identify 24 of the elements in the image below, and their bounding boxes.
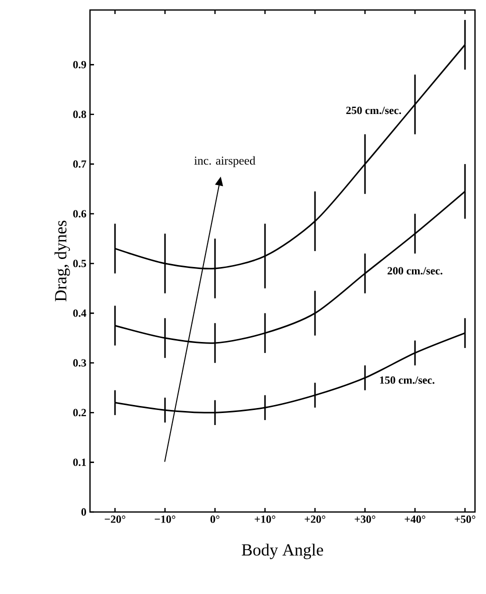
x-axis-title: Body Angle	[242, 544, 324, 560]
y-tick-label: 0.5	[73, 260, 86, 268]
x-tick-label: +10°	[254, 516, 276, 523]
y-tick-label: 0.2	[73, 408, 86, 416]
series-label: 250 cm./sec.	[346, 106, 402, 114]
series-label: 200 cm./sec.	[388, 267, 442, 275]
y-tick-label: 0.8	[73, 110, 86, 118]
x-tick-label: 0°	[210, 516, 220, 523]
y-tick-label: 0.9	[73, 60, 86, 68]
x-tick-label: +50°	[454, 516, 476, 523]
y-tick-label: 0.7	[73, 160, 86, 168]
y-tick-label: 0.1	[73, 458, 86, 466]
y-tick-label: 0.4	[73, 309, 86, 317]
series-label: 150 cm./sec.	[380, 376, 434, 384]
x-tick-label: +20°	[304, 516, 326, 523]
x-tick-label: +30°	[354, 516, 376, 523]
x-tick-label: −10°	[154, 516, 176, 523]
x-tick-label: −20°	[104, 516, 126, 523]
y-tick-label: 0.6	[73, 210, 86, 218]
y-tick-label: 0.3	[73, 359, 86, 367]
y-tick-label: 0	[81, 508, 86, 516]
annotation: inc. airspeed	[194, 156, 256, 168]
x-tick-label: +40°	[404, 516, 426, 523]
y-axis-title: Drag, dynes	[54, 220, 70, 302]
